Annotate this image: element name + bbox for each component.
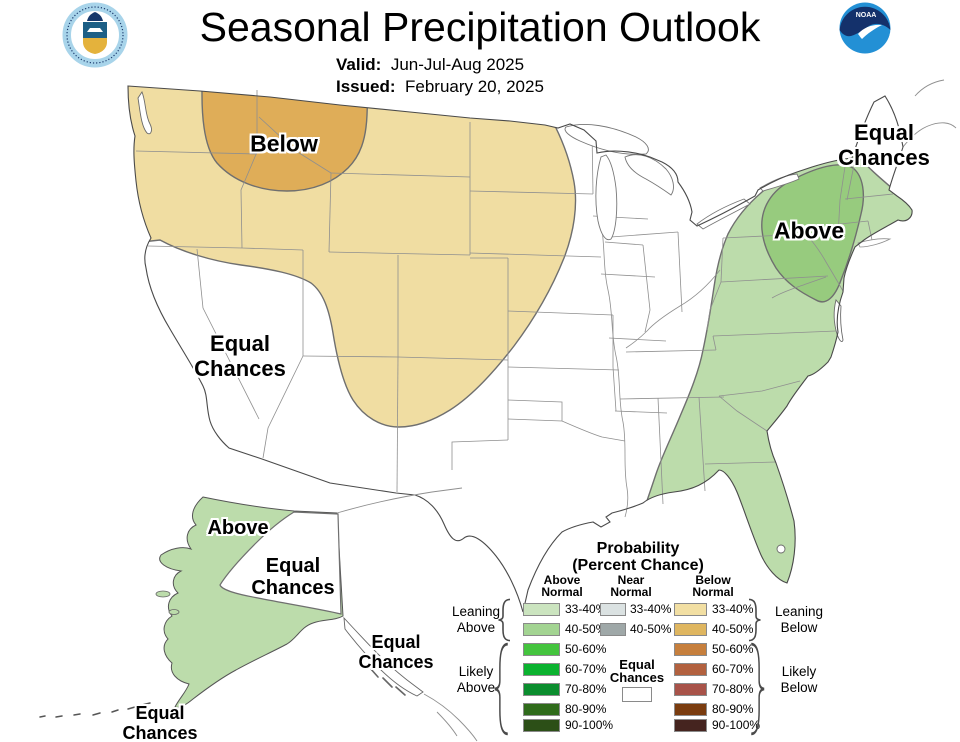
- label-alaska-equal-southeast: Equal Chances: [358, 632, 434, 672]
- swatch-near-40-50: [600, 623, 626, 636]
- swatch-label: 33-40%: [630, 602, 672, 616]
- bering-island: [155, 590, 171, 598]
- legend-leaning-below: Leaning Below: [774, 604, 824, 635]
- label-above-northeast: Above: [773, 217, 845, 244]
- doc-ship: [87, 28, 103, 32]
- swatch-label: 90-100%: [712, 718, 761, 732]
- conus-outline: [127, 85, 913, 613]
- swatch-above-80-90: [523, 703, 560, 716]
- swatch-label: 80-90%: [565, 702, 607, 716]
- panhandle-islands: [369, 667, 406, 696]
- legend-col-near-normal: Near Normal: [610, 573, 652, 599]
- canada-outline-lines: [336, 487, 478, 742]
- issued-label: Issued:: [336, 77, 396, 96]
- issued-value: February 20, 2025: [404, 77, 544, 96]
- doc-eagle: [87, 12, 103, 21]
- legend-col-below-normal: Below Normal: [692, 573, 734, 599]
- brace-leaning-below: [748, 598, 761, 642]
- legend-likely-below: Likely Below: [780, 664, 818, 695]
- alaska-panhandle: [343, 616, 424, 697]
- swatch-label: 40-50%: [630, 622, 672, 636]
- swatch-below-33-40: [674, 603, 707, 616]
- swatch-label: 60-70%: [565, 662, 607, 676]
- swatch-below-50-60: [674, 643, 707, 656]
- swatch-label: 50-60%: [565, 642, 607, 656]
- legend-equal-chances: Equal Chances: [609, 657, 665, 685]
- alaska-inset: [39, 487, 478, 742]
- valid-label: Valid:: [336, 55, 382, 74]
- swatch-label: 90-100%: [565, 718, 614, 732]
- noaa-bird-icon: [858, 24, 882, 39]
- canada-maritime-coast: [902, 79, 957, 148]
- valid-line: Valid: Jun-Jul-Aug 2025: [336, 55, 524, 75]
- page-title: Seasonal Precipitation Outlook: [199, 4, 761, 50]
- noaa-logo-label: NOAA: [856, 12, 877, 19]
- brace-leaning-above: [498, 598, 511, 642]
- swatch-above-70-80: [523, 683, 560, 696]
- swatch-label: 80-90%: [712, 702, 754, 716]
- swatch-label: 33-40%: [712, 602, 754, 616]
- label-below: Below: [250, 130, 318, 157]
- legend-leaning-above: Leaning Above: [451, 604, 501, 635]
- doc-shield-bottom: [83, 38, 107, 54]
- label-equal-chances-west: Equal Chances: [194, 331, 286, 381]
- issued-line: Issued: February 20, 2025: [336, 77, 544, 97]
- swatch-above-50-60: [523, 643, 560, 656]
- swatch-label: 70-80%: [712, 682, 754, 696]
- swatch-label: 33-40%: [565, 602, 607, 616]
- swatch-label: 40-50%: [712, 622, 754, 636]
- swatch-label: 40-50%: [565, 622, 607, 636]
- legend-col-above-normal: Above Normal: [541, 573, 583, 599]
- swatch-above-90-100: [523, 719, 560, 732]
- label-alaska-equal-aleutians: Equal Chances: [122, 703, 198, 742]
- swatch-below-80-90: [674, 703, 707, 716]
- bering-island-2: [168, 609, 180, 615]
- region-below-33-40: [128, 86, 577, 428]
- aleutian-islands: [39, 702, 151, 718]
- legend-likely-above: Likely Above: [456, 664, 496, 695]
- valid-value: Jun-Jul-Aug 2025: [390, 55, 525, 74]
- swatch-near-33-40: [600, 603, 626, 616]
- swatch-above-33-40: [523, 603, 560, 616]
- noaa-logo-top: [839, 6, 891, 37]
- coastal-details: [137, 91, 844, 554]
- swatch-above-60-70: [523, 663, 560, 676]
- swatch-below-70-80: [674, 683, 707, 696]
- swatch-below-90-100: [674, 719, 707, 732]
- brace-likely-above: [494, 642, 508, 736]
- label-equal-chances-northeast: Equal Chances: [838, 120, 930, 170]
- brace-likely-below: [751, 642, 765, 736]
- legend-title: Probability (Percent Chance): [572, 540, 704, 574]
- swatch-below-40-50: [674, 623, 707, 636]
- legend: Probability (Percent Chance) Above Norma…: [440, 538, 823, 742]
- label-alaska-above: Above: [207, 517, 269, 540]
- alaska-equal-chances-region: [219, 511, 342, 615]
- doc-seal: [62, 2, 128, 68]
- state-boundaries: [135, 90, 894, 518]
- swatch-label: 60-70%: [712, 662, 754, 676]
- swatch-label: 70-80%: [565, 682, 607, 696]
- swatch-below-60-70: [674, 663, 707, 676]
- swatch-above-40-50: [523, 623, 560, 636]
- swatch-label: 50-60%: [712, 642, 754, 656]
- label-alaska-equal-center: Equal Chances: [251, 555, 335, 599]
- noaa-logo: NOAA: [839, 2, 891, 54]
- equal-chances-swatch: [622, 687, 652, 702]
